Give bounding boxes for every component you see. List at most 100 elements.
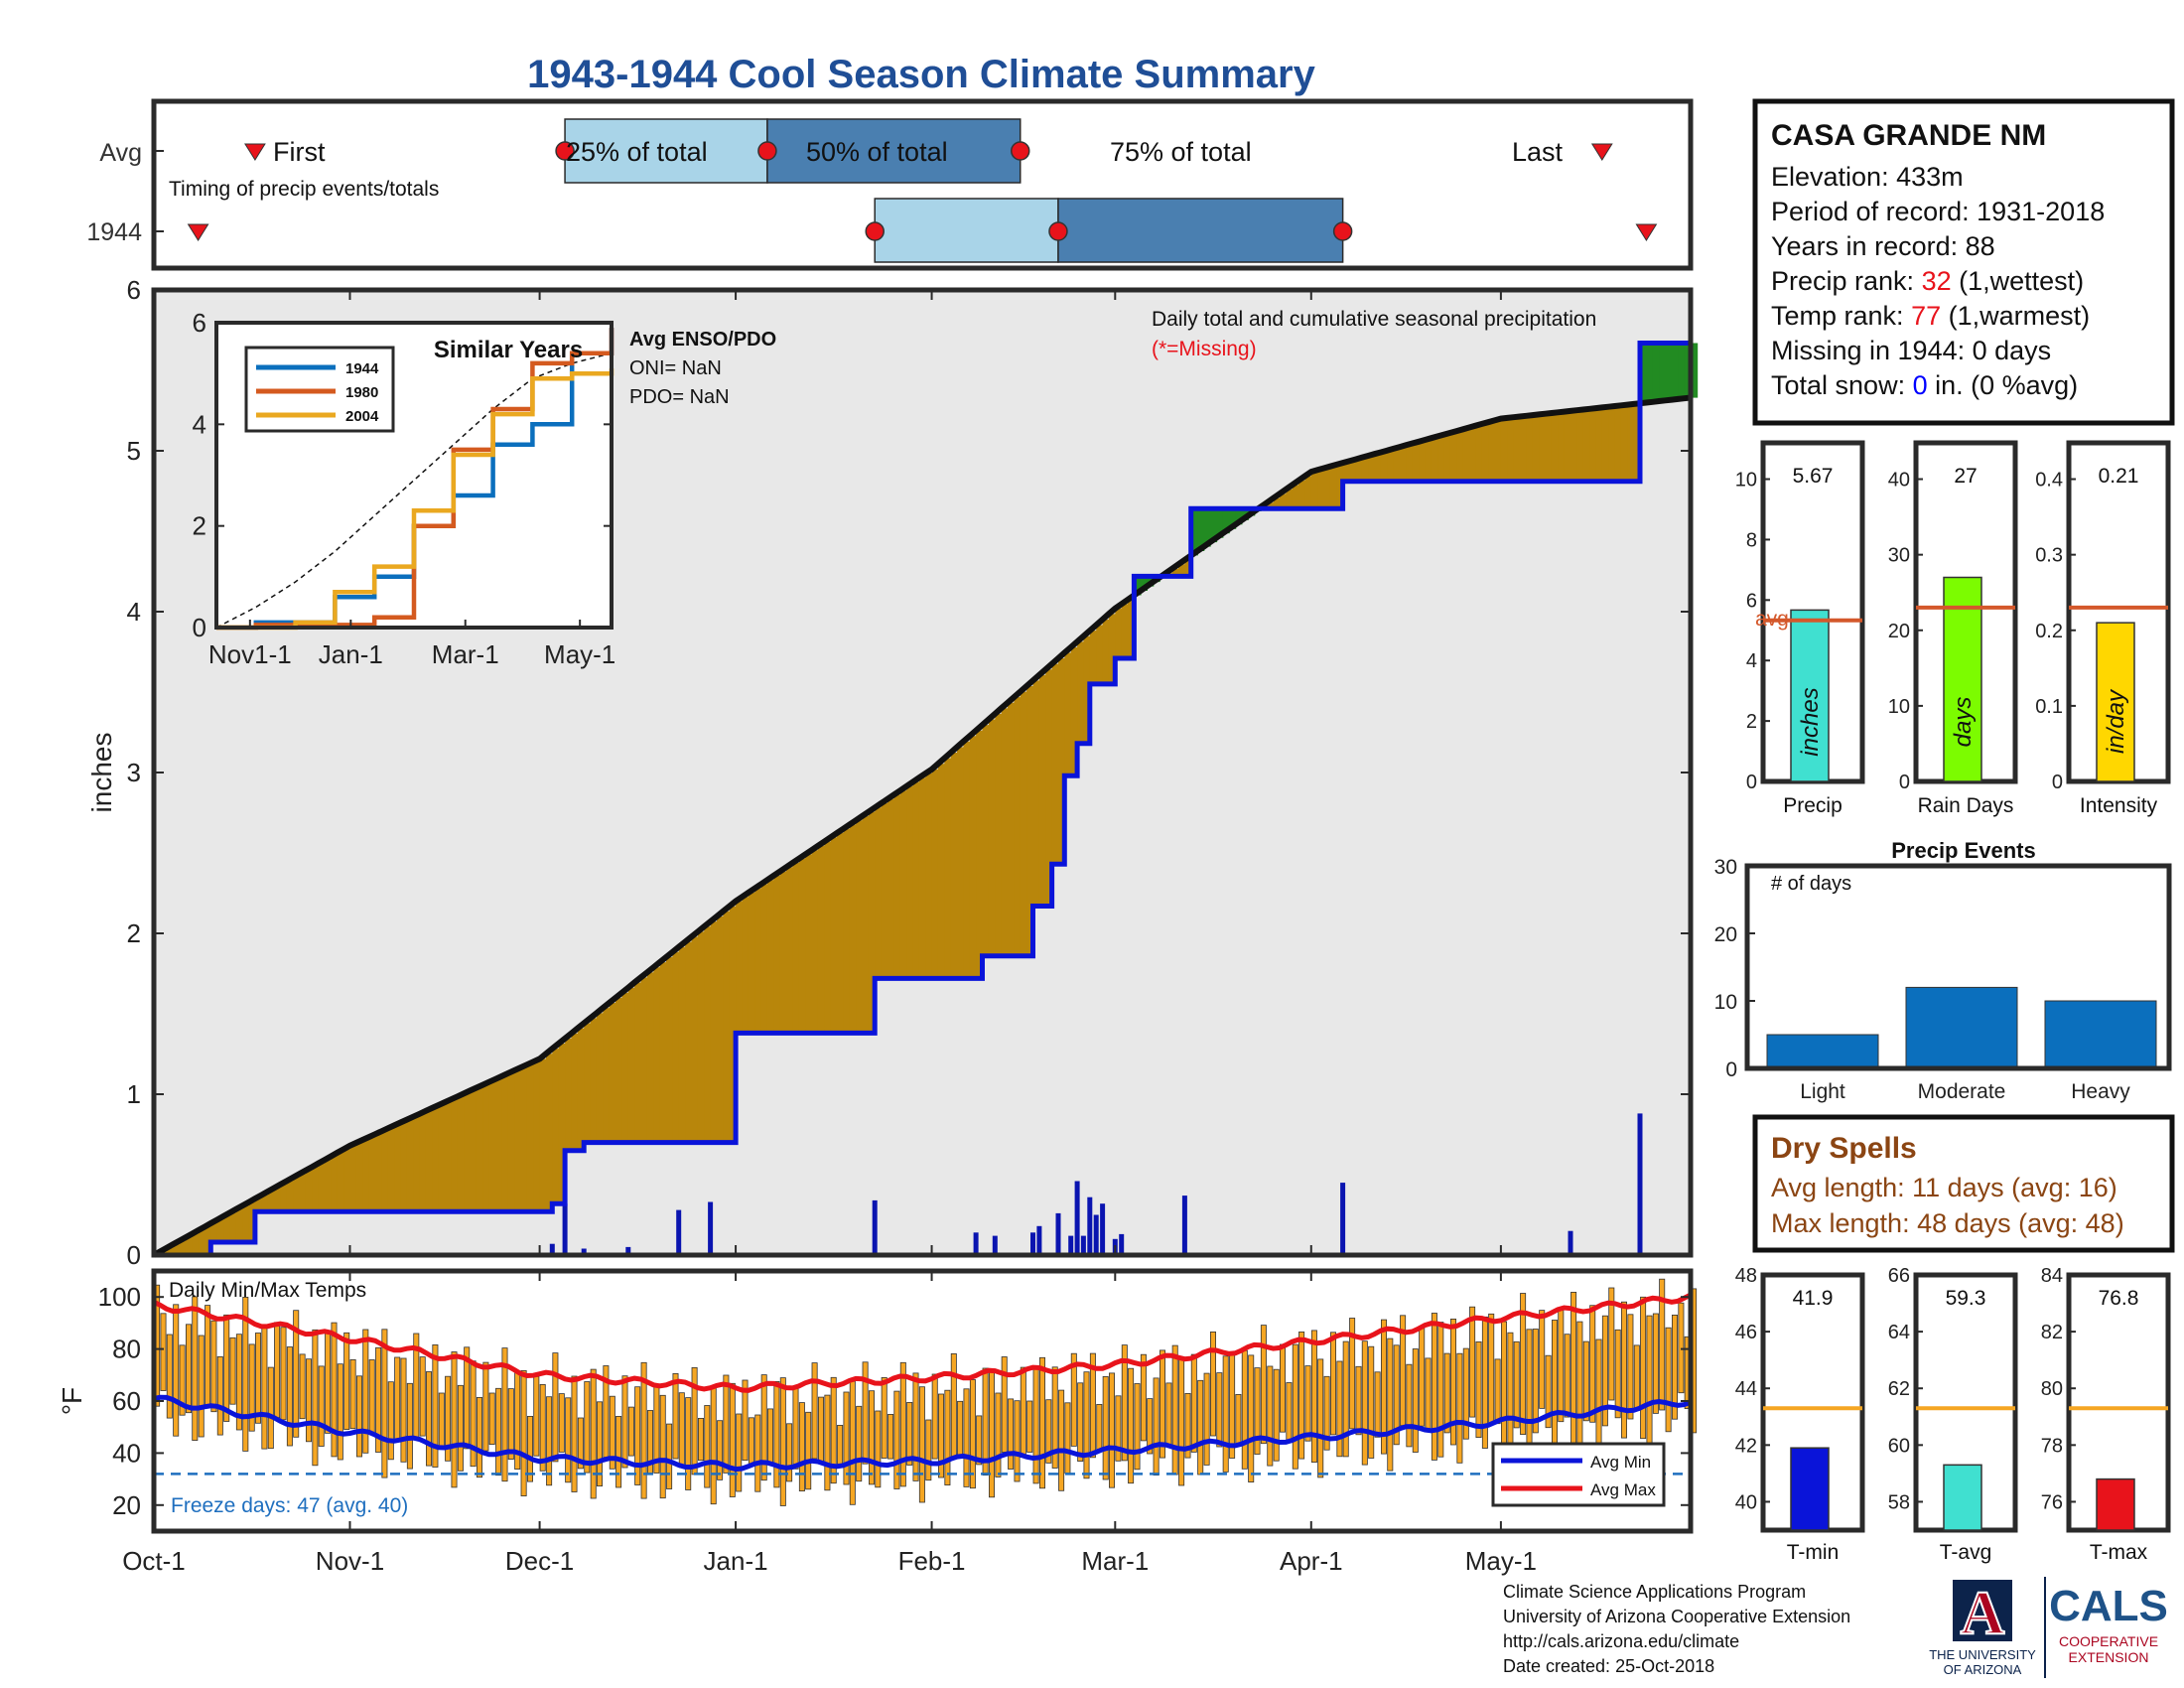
daily-temp-bar	[1437, 1322, 1444, 1458]
deficit-fill	[425, 1110, 434, 1212]
daily-temp-bar	[1336, 1360, 1343, 1458]
deficit-fill	[704, 926, 712, 1143]
daily-precip-bar	[973, 1232, 979, 1255]
deficit-fill	[1488, 422, 1496, 482]
daily-temp-bar	[1273, 1368, 1280, 1462]
deficit-fill	[976, 730, 984, 979]
daily-temp-bar	[1425, 1357, 1432, 1430]
daily-temp-bar	[1576, 1321, 1583, 1451]
mini-temp-ytick-label: 82	[2041, 1322, 2063, 1343]
mini-precip-ytick-label: 10	[1735, 470, 1757, 492]
daily-temp-bar	[1431, 1313, 1437, 1461]
deficit-fill	[438, 1105, 446, 1212]
mini-precip-ytick-label: 0	[2052, 772, 2063, 793]
daily-temp-bar	[609, 1395, 615, 1470]
deficit-fill	[1171, 568, 1179, 577]
deficit-fill	[1032, 680, 1040, 907]
inset-legend-label: 2004	[345, 408, 379, 425]
main-ytick-label: 6	[127, 275, 141, 305]
mini-precip-chart: 0 0.1 0.2 0.3 0.4 0.21 in/day Intensity	[2035, 440, 2171, 817]
temp-ytick-label: 100	[98, 1282, 141, 1312]
deficit-fill	[1601, 407, 1609, 482]
timing-markers	[187, 141, 1658, 241]
daily-temp-bar	[381, 1329, 388, 1478]
deficit-fill	[223, 1215, 231, 1242]
mini-temp-ytick-label: 58	[1888, 1491, 1910, 1513]
cals-line2: EXTENSION	[2069, 1649, 2149, 1665]
daily-temp-bar	[704, 1405, 711, 1488]
station-info: CASA GRANDE NM Elevation: 433m Period of…	[1752, 98, 2175, 426]
deficit-fill	[982, 725, 990, 956]
daily-temp-bar	[179, 1344, 186, 1416]
main-ytick-label: 0	[127, 1240, 141, 1270]
deficit-fill	[185, 1237, 194, 1255]
deficit-fill	[748, 893, 755, 1034]
deficit-fill	[1608, 406, 1616, 482]
daily-temp-bar	[325, 1331, 332, 1434]
daily-temp-bar	[1462, 1347, 1469, 1440]
timing-dot	[555, 141, 575, 161]
daily-temp-bar	[912, 1372, 919, 1481]
daily-temp-bar	[394, 1356, 401, 1443]
main-yaxis: 0 1 2 3 4 5 6	[127, 275, 1691, 1270]
deficit-fill	[1089, 631, 1097, 684]
daily-temp-bar	[805, 1411, 812, 1490]
xtick-label: Feb-1	[898, 1546, 966, 1576]
deficit-fill	[1001, 708, 1009, 956]
daily-temp-bar	[1552, 1320, 1559, 1444]
deficit-fill	[798, 858, 806, 1034]
deficit-fill	[286, 1181, 294, 1212]
station-frame	[1752, 98, 2175, 426]
daily-temp-bar	[685, 1397, 692, 1490]
daily-temp-bar	[1582, 1340, 1589, 1422]
deficit-fill	[1564, 411, 1571, 482]
daily-temp-bar	[166, 1334, 173, 1419]
daily-temp-bar	[1621, 1301, 1628, 1439]
deficit-fill	[843, 828, 851, 1034]
precip-events-panel: Precip Events # of days 0 10 20 30 Light Mode…	[1714, 838, 2172, 1103]
snow-note: in. (0 %avg)	[1928, 370, 2079, 400]
daily-temp-bar	[634, 1386, 641, 1485]
mini-precip-chart: 0 2 4 6 8 10 5.67 inches Precip avg	[1735, 440, 1865, 817]
events-ytick-label: 20	[1714, 923, 1737, 946]
deficit-fill	[1184, 559, 1192, 577]
mini-temp-ytick-label: 62	[1888, 1378, 1910, 1400]
daily-temp-bar	[1443, 1352, 1450, 1434]
mini-temp-ytick-label: 78	[2041, 1435, 2063, 1457]
daily-temp-bar	[476, 1397, 482, 1478]
inset-ytick-label: 2	[193, 511, 206, 541]
deficit-fill	[1539, 414, 1547, 482]
deficit-fill	[640, 977, 648, 1143]
temp-title: Daily Min/Max Temps	[169, 1279, 366, 1302]
mini-precip-ytick-label: 8	[1746, 529, 1757, 551]
daily-temp-bar	[710, 1387, 717, 1505]
deficit-fill	[596, 1013, 605, 1143]
daily-temp-bar	[1140, 1353, 1147, 1442]
mini-temp-value: 41.9	[1793, 1287, 1834, 1310]
deficit-fill	[1614, 406, 1622, 482]
deficit-fill	[1513, 417, 1521, 482]
daily-temp-bar	[305, 1358, 312, 1443]
daily-temp-bar	[1210, 1332, 1217, 1437]
daily-temp-bar	[1539, 1310, 1546, 1409]
mini-temp-bar	[1790, 1447, 1830, 1531]
daily-temp-bar	[1222, 1355, 1229, 1473]
deficit-fill	[1058, 658, 1066, 865]
timing-dot	[757, 141, 777, 161]
daily-temp-bar	[552, 1352, 559, 1463]
timing-label-last: Last	[1512, 137, 1564, 167]
deficit-fill	[881, 803, 888, 979]
mini-precip-ytick-label: 30	[1888, 545, 1910, 567]
daily-precip-bar	[1181, 1196, 1187, 1255]
daily-temp-bar	[1077, 1382, 1084, 1463]
daily-temp-bar	[1304, 1365, 1311, 1442]
deficit-fill	[685, 941, 693, 1143]
deficit-fill	[1570, 410, 1578, 482]
events-title: Precip Events	[1891, 838, 2036, 863]
timing-caption: Timing of precip events/totals	[169, 178, 439, 201]
daily-temp-bar	[331, 1322, 338, 1458]
surplus-fill	[1190, 508, 1198, 556]
daily-temp-bar	[843, 1391, 850, 1485]
deficit-fill	[539, 1058, 547, 1212]
deficit-fill	[1532, 415, 1540, 482]
